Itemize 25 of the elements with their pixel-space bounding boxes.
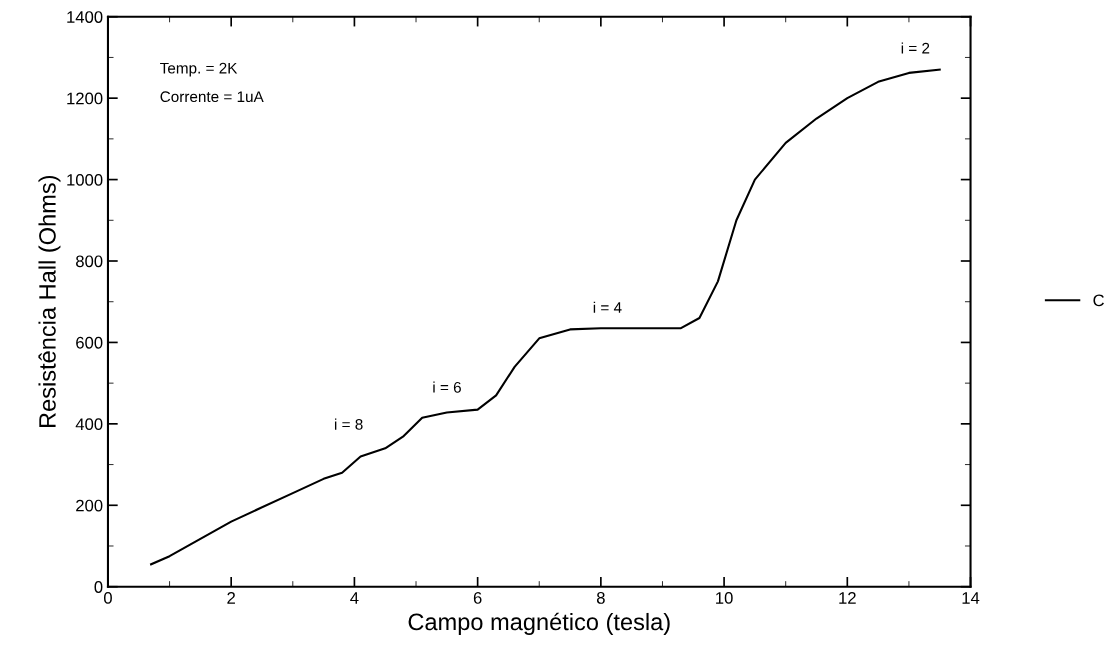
- annotation: i = 8: [334, 418, 363, 430]
- annotation: i = 6: [433, 381, 461, 393]
- y-tick-label: 400: [75, 418, 103, 431]
- x-tick-label: 6: [473, 592, 482, 604]
- annotation: i = 2: [901, 42, 930, 54]
- x-tick-label: 14: [962, 592, 980, 604]
- y-axis-title: Resistência Hall (Ohms): [38, 175, 61, 428]
- legend-label: C: [1093, 294, 1104, 307]
- y-tick-label: 600: [76, 336, 103, 349]
- annotation: Temp. = 2K: [160, 62, 238, 77]
- y-tick-label: 1200: [67, 92, 103, 105]
- x-tick-label: 12: [839, 592, 856, 604]
- y-tick-label: 200: [76, 499, 103, 512]
- x-tick-label: 8: [596, 592, 605, 604]
- x-tick-label: 4: [350, 592, 359, 604]
- y-tick-label: 800: [76, 255, 103, 268]
- annotation: Corrente = 1uA: [160, 91, 264, 103]
- y-tick-label: 0: [94, 581, 103, 593]
- x-axis-title: Campo magnético (tesla): [408, 612, 670, 635]
- annotation: i = 4: [593, 301, 622, 313]
- x-tick-label: 2: [227, 592, 235, 604]
- x-tick-label: 0: [103, 592, 112, 604]
- x-tick-label: 10: [716, 592, 733, 604]
- y-tick-label: 1400: [67, 11, 103, 23]
- y-tick-label: 1000: [67, 173, 103, 186]
